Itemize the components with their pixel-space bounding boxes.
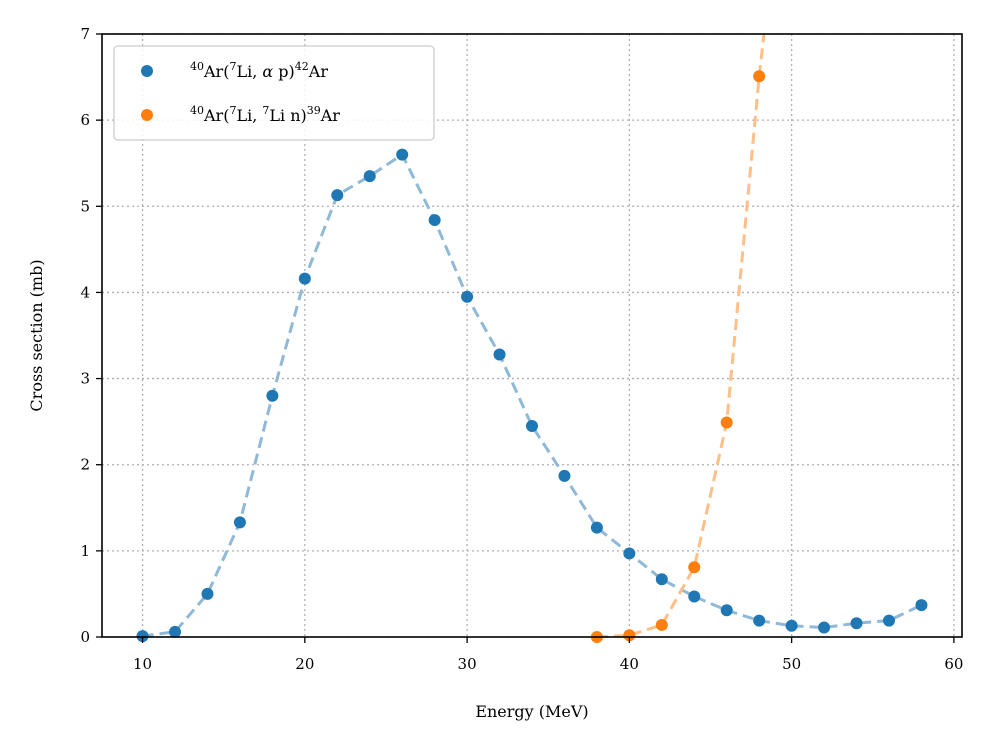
data-point-series-0 xyxy=(753,614,766,627)
data-point-series-1 xyxy=(623,629,636,642)
data-point-series-0 xyxy=(590,521,603,534)
data-point-series-0 xyxy=(298,272,311,285)
y-axis-label: Cross section (mb) xyxy=(27,259,46,411)
x-tick-label: 10 xyxy=(133,655,152,673)
data-point-series-0 xyxy=(461,290,474,303)
data-point-series-0 xyxy=(655,573,668,586)
plot-frame xyxy=(101,33,963,638)
fit-line-series-0 xyxy=(142,153,923,638)
x-tick-label: 40 xyxy=(620,655,639,673)
data-point-series-1 xyxy=(688,561,701,574)
data-point-series-0 xyxy=(623,547,636,560)
y-tick-label: 5 xyxy=(80,197,90,215)
data-point-series-0 xyxy=(266,389,279,402)
y-tick-label: 3 xyxy=(80,370,90,388)
y-tick-label: 6 xyxy=(80,111,90,129)
data-point-series-0 xyxy=(493,348,506,361)
data-point-series-0 xyxy=(720,604,733,617)
x-tick-label: 20 xyxy=(295,655,314,673)
y-tick-label: 1 xyxy=(80,542,90,560)
legend: 40Ar(7Li, α p)42Ar 40Ar(7Li, 7Li n)39Ar xyxy=(113,45,435,141)
legend-marker-alpha-p xyxy=(141,65,153,77)
x-axis-label: Energy (MeV) xyxy=(475,702,588,721)
data-point-series-0 xyxy=(818,621,831,634)
fit-line-series-1 xyxy=(596,33,766,639)
legend-box xyxy=(113,45,435,141)
data-point-series-0 xyxy=(688,590,701,603)
data-point-series-0 xyxy=(233,516,246,529)
legend-marker-li-n xyxy=(141,109,153,121)
y-axis-ticks: 0 1 2 3 4 5 6 7 xyxy=(80,25,102,646)
y-tick-label: 7 xyxy=(80,25,90,43)
x-tick-label: 60 xyxy=(944,655,963,673)
data-point-series-0 xyxy=(915,599,928,612)
data-point-series-0 xyxy=(558,469,571,482)
data-point-series-0 xyxy=(882,614,895,627)
data-point-series-1 xyxy=(655,618,668,631)
data-point-series-0 xyxy=(850,617,863,630)
legend-entry-alpha-p: 40Ar(7Li, α p)42Ar xyxy=(190,60,328,81)
data-points xyxy=(136,70,928,643)
data-point-series-1 xyxy=(753,70,766,83)
y-tick-label: 4 xyxy=(80,283,90,301)
data-point-series-0 xyxy=(396,148,409,161)
x-tick-label: 30 xyxy=(458,655,477,673)
y-tick-label: 2 xyxy=(80,456,90,474)
data-point-series-1 xyxy=(720,416,733,429)
data-point-series-0 xyxy=(526,419,538,432)
data-point-series-0 xyxy=(363,170,376,183)
data-point-series-0 xyxy=(428,214,441,227)
data-point-series-0 xyxy=(331,189,344,202)
data-point-series-0 xyxy=(136,630,149,643)
y-tick-label: 0 xyxy=(80,628,90,646)
legend-entry-li-n: 40Ar(7Li, 7Li n)39Ar xyxy=(190,104,340,125)
x-axis-ticks: 10 20 30 40 50 60 xyxy=(133,637,963,673)
x-tick-label: 50 xyxy=(782,655,801,673)
data-point-series-0 xyxy=(169,625,182,638)
data-point-series-0 xyxy=(201,587,214,600)
data-point-series-0 xyxy=(785,619,798,632)
